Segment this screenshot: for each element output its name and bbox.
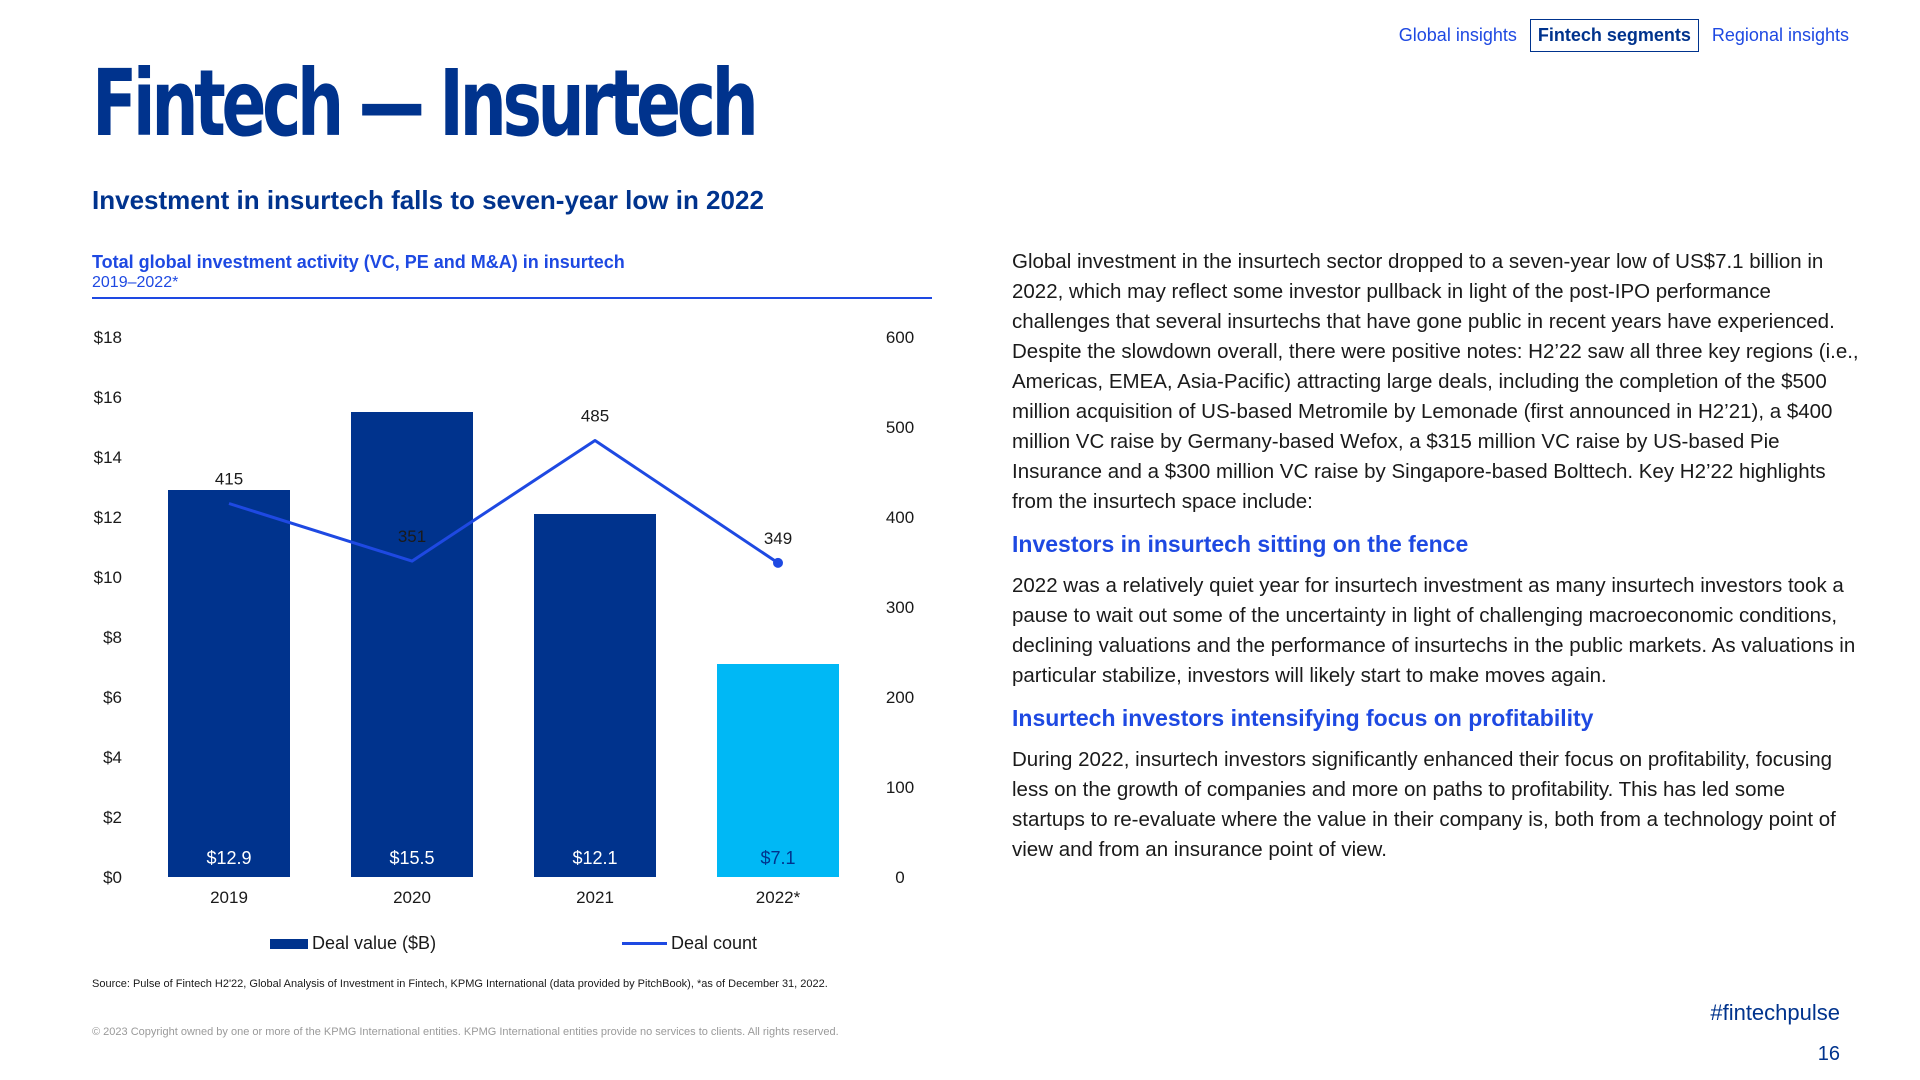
y-left-tick-label: $14 xyxy=(94,448,122,467)
bar-value-label: $7.1 xyxy=(760,848,795,868)
copyright-note: © 2023 Copyright owned by one or more of… xyxy=(92,1026,839,1038)
y-left-tick-label: $10 xyxy=(94,568,122,587)
y-left-tick-label: $0 xyxy=(103,868,122,887)
section-heading: Investment in insurtech falls to seven-y… xyxy=(92,185,764,215)
paragraph-investors-on-fence: 2022 was a relatively quiet year for ins… xyxy=(1012,574,1856,687)
y-right-tick-label: 500 xyxy=(886,418,914,437)
y-right-tick-label: 200 xyxy=(886,688,914,707)
bar-deal-value xyxy=(168,490,290,877)
y-left-tick-label: $16 xyxy=(94,388,122,407)
chart-title: Total global investment activity (VC, PE… xyxy=(92,252,625,272)
bar-value-label: $12.1 xyxy=(572,848,617,868)
intro-paragraph: Global investment in the insurtech secto… xyxy=(1012,250,1859,513)
nav-regional-insights[interactable]: Regional insights xyxy=(1711,25,1849,45)
body-text: Global investment in the insurtech secto… xyxy=(1012,247,1862,877)
y-right-tick-label: 600 xyxy=(886,328,914,347)
subheading-investors-on-fence: Investors in insurtech sitting on the fe… xyxy=(1012,531,1469,557)
x-tick-label: 2021 xyxy=(576,888,614,907)
paragraph-profitability-focus: During 2022, insurtech investors signifi… xyxy=(1012,748,1836,861)
deal-count-label: 349 xyxy=(764,529,792,548)
y-right-tick-label: 400 xyxy=(886,508,914,527)
y-left-tick-label: $18 xyxy=(94,328,122,347)
bar-deal-value xyxy=(534,514,656,877)
x-tick-label: 2019 xyxy=(210,888,248,907)
y-right-tick-label: 100 xyxy=(886,778,914,797)
chart-subtitle: 2019–2022* xyxy=(92,274,179,291)
y-left-tick-label: $4 xyxy=(103,748,122,767)
bar-value-label: $12.9 xyxy=(206,848,251,868)
deal-count-label: 485 xyxy=(581,407,609,426)
line-deal-count xyxy=(228,439,779,565)
y-left-tick-label: $6 xyxy=(103,688,122,707)
deal-count-label: 351 xyxy=(398,527,426,546)
top-navigation: Global insights Fintech segments Regiona… xyxy=(1392,19,1856,52)
y-right-tick-label: 0 xyxy=(895,868,904,887)
bar-value-label: $15.5 xyxy=(389,848,434,868)
nav-fintech-segments[interactable]: Fintech segments xyxy=(1529,19,1699,52)
subheading-profitability-focus: Insurtech investors intensifying focus o… xyxy=(1012,705,1594,731)
hashtag: #fintechpulse xyxy=(1710,1000,1840,1025)
y-right-tick-label: 300 xyxy=(886,598,914,617)
bar-deal-value xyxy=(351,412,473,877)
legend-line-swatch xyxy=(622,942,667,945)
legend-bar-swatch xyxy=(270,938,308,949)
line-point-deal-count xyxy=(773,557,783,568)
legend-deal-count: Deal count xyxy=(622,933,757,954)
y-left-tick-label: $2 xyxy=(103,808,122,827)
bar-deal-value xyxy=(717,664,839,877)
investment-chart: $0 $2 $4 $6 $8 $10 $12 $14 $16 $18 0 100 200 300 400 50… xyxy=(94,328,915,907)
x-tick-label: 2022* xyxy=(756,888,801,907)
y-left-tick-label: $8 xyxy=(103,628,122,647)
legend-deal-value-label: Deal value ($B) xyxy=(312,933,437,953)
deal-count-label: 415 xyxy=(215,470,243,489)
x-tick-label: 2020 xyxy=(393,888,431,907)
source-note: Source: Pulse of Fintech H2'22, Global A… xyxy=(92,978,828,990)
legend-deal-value: Deal value ($B) xyxy=(270,933,436,954)
nav-global-insights[interactable]: Global insights xyxy=(1398,25,1517,45)
chart-title-divider xyxy=(92,297,932,299)
legend-deal-count-label: Deal count xyxy=(671,933,758,953)
y-left-tick-label: $12 xyxy=(94,508,122,527)
page-title: Fintech — Insurtech xyxy=(92,50,759,157)
page-number: 16 xyxy=(1817,1043,1840,1065)
